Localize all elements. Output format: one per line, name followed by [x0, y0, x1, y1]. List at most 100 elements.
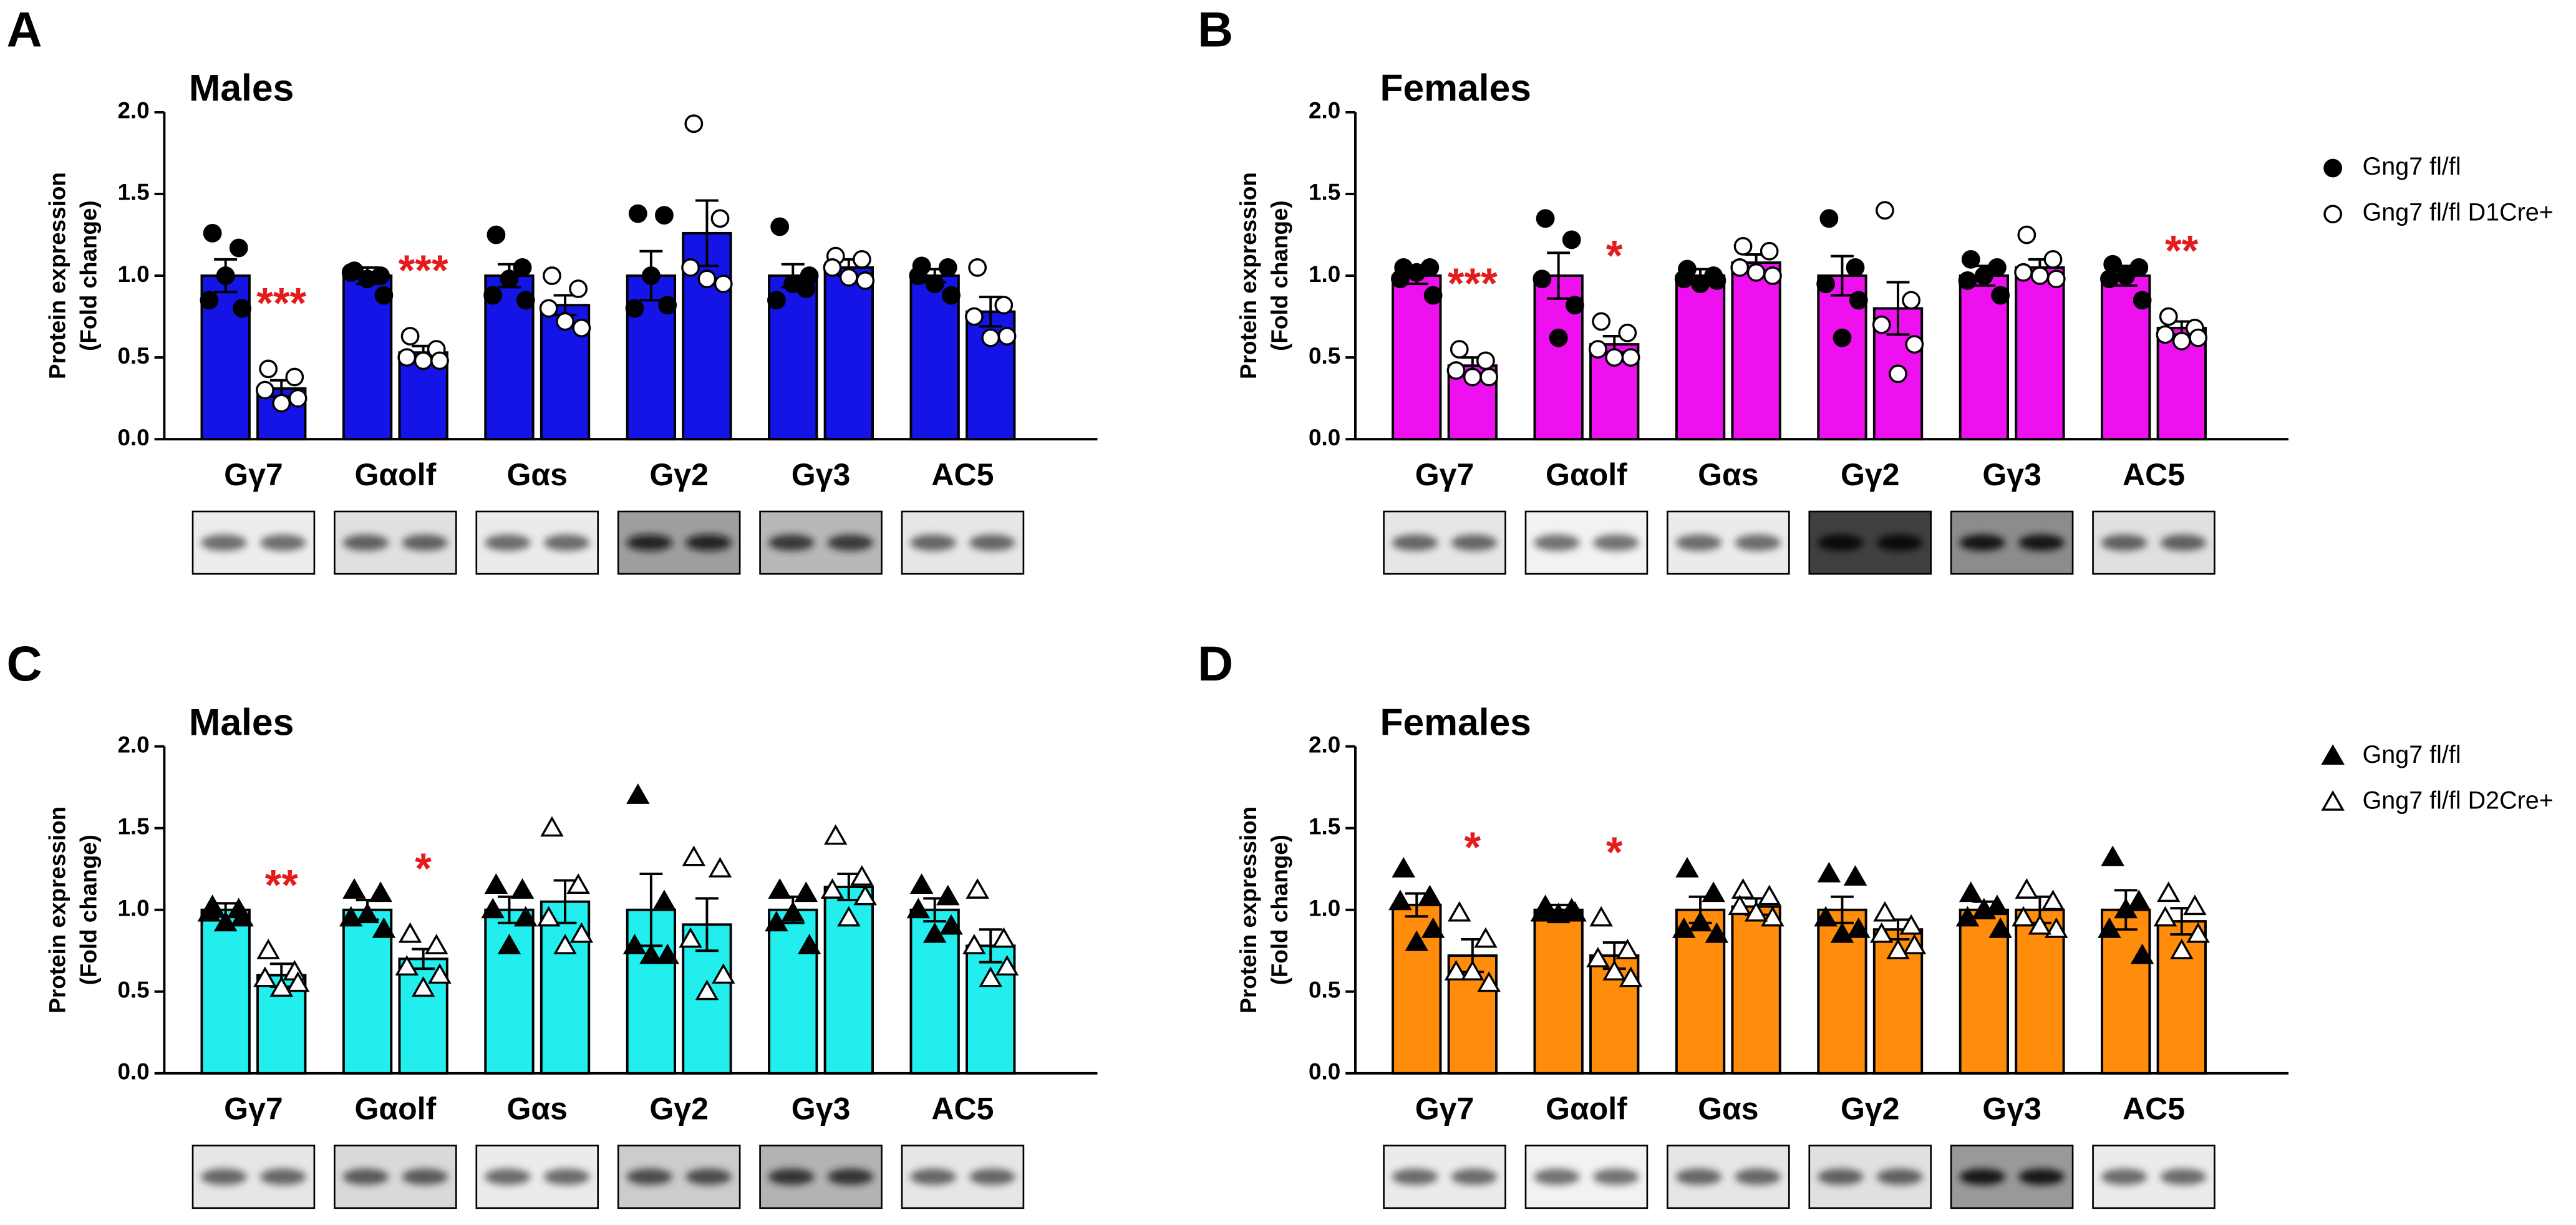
data-point: [781, 901, 805, 922]
x-tick-label: Gγ2: [1841, 457, 1900, 492]
chart-title: Males: [189, 67, 294, 109]
data-point: [765, 911, 788, 932]
data-point: [1761, 906, 1784, 927]
data-point: [213, 911, 238, 932]
significance-marker: ***: [1448, 259, 1498, 307]
y-tick-label: 1.5: [117, 180, 149, 205]
data-point: [2133, 291, 2152, 310]
legend-marker: [2323, 205, 2343, 224]
bar: [1731, 261, 1781, 441]
data-point: [1873, 901, 1897, 922]
data-point: [1605, 348, 1624, 367]
data-point: [684, 114, 704, 133]
data-point: [2186, 922, 2210, 943]
y-tick-label: 0.5: [1309, 977, 1340, 1003]
blot-band: [768, 534, 815, 551]
x-tick-label: AC5: [931, 1092, 994, 1126]
panel: A Males Protein expression (Fold change) 0.0…: [7, 1, 1098, 575]
data-point: [2043, 249, 2063, 269]
x-tick-label: Gγ2: [649, 1092, 709, 1126]
data-point: [1819, 209, 1839, 228]
data-point: [1988, 917, 2012, 938]
data-point: [997, 327, 1017, 346]
significance-marker: ***: [256, 279, 306, 327]
data-point: [708, 856, 732, 878]
y-tick-label: 0.0: [1309, 1059, 1340, 1085]
data-point: [2030, 266, 2050, 285]
data-point: [1566, 296, 1584, 315]
y-tick-label: 2.0: [117, 98, 149, 123]
data-point: [2170, 939, 2194, 959]
panel: D Females Protein expression (Fold change) 0…: [1198, 636, 2554, 1209]
data-point: [641, 266, 661, 285]
data-point: [1728, 894, 1752, 916]
data-point: [626, 783, 650, 804]
data-point: [269, 976, 293, 997]
data-point: [681, 258, 700, 277]
data-point: [1702, 881, 1725, 903]
data-point: [2153, 906, 2177, 927]
significance-marker: *: [1465, 823, 1481, 871]
y-tick-label: 1.5: [1309, 813, 1340, 839]
data-point: [1958, 271, 1977, 290]
data-point: [374, 286, 394, 305]
blot-band: [2101, 534, 2147, 551]
data-point: [1959, 881, 1983, 903]
y-tick-label: 1.0: [1309, 895, 1340, 921]
data-point: [1899, 914, 1923, 935]
y-tick-label: 2.0: [1309, 98, 1340, 123]
data-point: [2046, 269, 2066, 289]
y-tick-label: 0.0: [117, 1059, 149, 1085]
y-tick-label: 1.0: [117, 261, 149, 287]
data-point: [1602, 960, 1626, 980]
data-point: [794, 881, 818, 903]
data-point: [2101, 845, 2124, 866]
data-point: [197, 901, 221, 922]
data-point: [2189, 328, 2208, 347]
blot-band: [342, 1168, 389, 1185]
panel-label: D: [1198, 636, 1233, 691]
blot-band: [1876, 534, 1923, 551]
blot-band: [484, 534, 531, 551]
data-point: [1843, 865, 1867, 886]
legend-label: Gng7 fl/fl: [2363, 741, 2461, 768]
data-point: [658, 296, 677, 315]
blot-band: [1675, 1168, 1722, 1185]
data-point: [856, 271, 875, 290]
data-point: [1674, 269, 1693, 289]
data-point: [800, 266, 819, 285]
data-point: [543, 266, 561, 285]
data-point: [1730, 258, 1750, 277]
data-point: [850, 865, 874, 886]
significance-marker: **: [2165, 227, 2199, 275]
data-point: [823, 258, 842, 277]
data-point: [939, 914, 963, 935]
x-tick-label: Gγ7: [224, 1092, 283, 1126]
y-tick-label: 0.5: [1309, 343, 1340, 369]
data-point: [1847, 917, 1871, 938]
data-point: [1876, 201, 1894, 220]
data-point: [820, 878, 845, 899]
x-tick-label: AC5: [931, 457, 994, 492]
data-point: [1405, 930, 1429, 951]
y-tick-label: 0.0: [1309, 425, 1340, 450]
x-tick-label: Gαs: [1698, 1092, 1759, 1126]
data-point: [1733, 236, 1753, 256]
blot-band: [543, 534, 590, 551]
blot-band: [201, 534, 247, 551]
significance-marker: *: [415, 845, 432, 893]
y-tick-label: 1.0: [117, 895, 149, 921]
data-point: [695, 979, 719, 1000]
blot-band: [402, 534, 448, 551]
data-point: [1816, 274, 1836, 294]
data-point: [2017, 225, 2036, 245]
data-point: [1757, 884, 1781, 906]
data-point: [1688, 911, 1712, 932]
blot-band: [2018, 1168, 2065, 1185]
data-point: [430, 351, 449, 370]
data-point: [483, 286, 503, 305]
blot-band: [484, 1168, 531, 1185]
data-point: [553, 934, 577, 954]
